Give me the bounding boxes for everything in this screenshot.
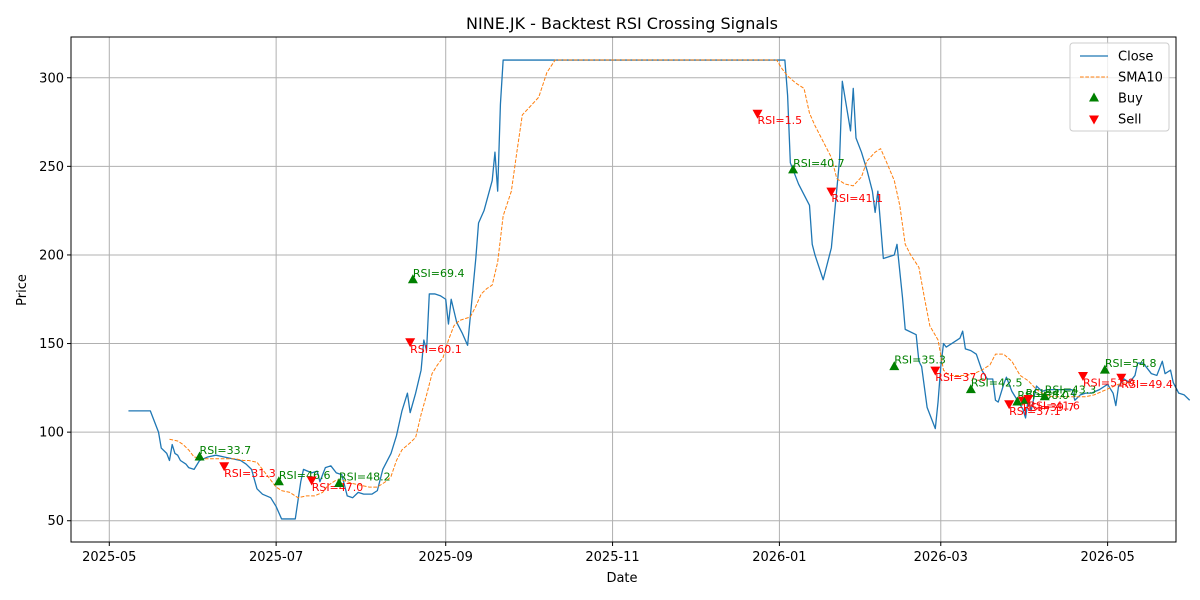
sell-annotation: RSI=1.5 [758,114,803,127]
legend-swatch-sell [1089,115,1099,125]
buy-marker [965,384,976,394]
x-tick-label: 2025-11 [585,550,639,565]
sell-annotation: RSI=60.1 [410,343,462,356]
sell-annotation: RSI=31.3 [224,467,276,480]
sell-annotation: RSI=41.6 [1028,399,1080,412]
sell-marker [1078,371,1089,381]
y-tick-label: 300 [39,71,64,86]
sell-annotation: RSI=37.0 [935,371,987,384]
buy-marker [1012,396,1023,406]
x-tick-label: 2026-05 [1080,550,1134,565]
buy-marker [889,361,900,371]
sell-annotation: RSI=49.4 [1121,378,1173,391]
sell-marker [930,366,941,376]
buy-annotation: RSI=42.4 [1026,387,1078,400]
legend-label: SMA10 [1118,71,1163,86]
buy-annotation: RSI=35.3 [894,354,946,367]
buy-annotation: RSI=48.2 [339,471,391,484]
sell-marker [1004,400,1015,410]
y-tick-label: 250 [39,160,64,175]
x-tick-label: 2025-05 [82,550,136,565]
legend-label: Buy [1118,92,1143,107]
legend-label: Sell [1118,113,1141,128]
x-tick-label: 2025-07 [249,550,303,565]
y-axis-label: Price [15,274,30,306]
y-tick-label: 200 [39,248,64,263]
x-tick-label: 2026-03 [914,550,968,565]
buy-annotation: RSI=69.4 [413,267,465,280]
sell-marker [306,476,317,486]
plot-frame [70,36,1177,543]
buy-marker [194,451,205,461]
buy-marker [334,478,345,488]
buy-marker [1099,364,1110,374]
series-line-sma10 [169,59,1135,499]
x-tick-label: 2025-09 [419,550,473,565]
buy-marker [273,476,284,486]
sell-marker [752,109,763,119]
legend-box [1069,42,1170,132]
buy-marker [1039,391,1050,401]
series-layer [128,59,1191,520]
buy-annotation: RSI=33.7 [200,444,252,457]
signal-layer: RSI=33.7 RSI=31.3 RSI=46.6RSI=47.0RSI=48.2… [194,109,1173,494]
x-axis-label: Date [606,571,637,586]
buy-marker [407,274,418,284]
buy-annotation: RSI=46.6 [279,469,331,482]
buy-annotation: RSI=40.7 [793,157,845,170]
legend: Close SMA10 Buy Sell [1069,42,1170,132]
buy-marker [788,164,799,174]
sell-marker [219,462,230,472]
legend-swatch-buy [1089,92,1099,102]
plot-background [71,37,1176,542]
buy-annotation: RSI=54.8 [1105,357,1157,370]
sell-annotation: RSI=37.1 [1009,405,1061,418]
sell-marker [1023,394,1034,404]
sell-annotation: RSI=39.7 [1023,401,1075,414]
x-axis: 2025-05 2025-07 2025-09 2025-11 2026-01 2026-… [82,542,1135,565]
chart-title: NINE.JK - Backtest RSI Crossing Signals [466,14,778,33]
plot-area: RSI=33.7 RSI=31.3 RSI=46.6RSI=47.0RSI=48.2… [70,36,1191,543]
grid-lines [71,37,1176,542]
y-axis: 50 100 150 200 250 300 [39,71,71,529]
sell-annotation: RSI=47.0 [312,481,364,494]
y-tick-label: 150 [39,337,64,352]
series-line-close [128,59,1191,520]
sell-marker [1116,373,1127,383]
sell-marker [405,338,416,348]
x-tick-label: 2026-01 [752,550,806,565]
sell-annotation: RSI=41.1 [831,192,883,205]
buy-annotation: RSI=43.3 [1045,384,1097,397]
buy-annotation: RSI=42.5 [971,377,1023,390]
y-tick-label: 50 [47,514,64,529]
sell-marker [826,187,837,197]
y-tick-label: 100 [39,426,64,441]
legend-label: Close [1118,50,1153,65]
